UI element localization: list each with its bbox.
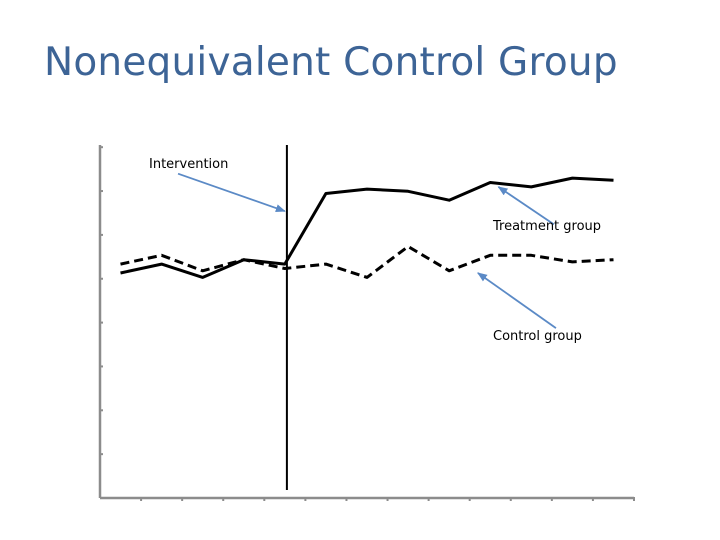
control-arrow (477, 272, 557, 329)
axes (98, 145, 635, 501)
treatment-label: Treatment group (492, 219, 601, 234)
control-label: Control group (493, 329, 582, 344)
intervention-label: Intervention (149, 157, 228, 172)
slide-title: Nonequivalent Control Group (44, 40, 618, 85)
treatment-arrow (497, 186, 555, 226)
control-group-line (120, 245, 614, 279)
annotations: Intervention Treatment group Control group (149, 157, 601, 344)
intervention-arrow (177, 172, 286, 213)
series-group (120, 176, 614, 279)
